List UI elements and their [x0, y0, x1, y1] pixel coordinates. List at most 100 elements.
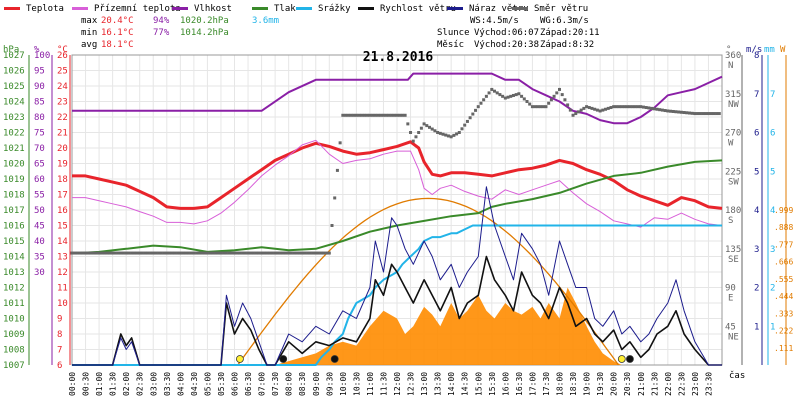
wind-direction-point [243, 251, 247, 255]
wind-direction-point [620, 105, 624, 109]
wind-direction-point [270, 251, 274, 255]
wind-direction-point [479, 101, 483, 105]
sun-moon-marker [330, 355, 339, 363]
x-tick-label: 00:30 [82, 372, 91, 396]
wind-direction-point [517, 92, 521, 96]
stats-max-label: max [81, 16, 98, 26]
wind-direction-point [249, 251, 253, 255]
radiation-tick-label: .999 [774, 206, 793, 215]
wind-direction-point [287, 251, 291, 255]
wind-direction-point [241, 251, 245, 255]
temperature-tick-label: 12 [57, 268, 68, 278]
wind-direction-point [303, 251, 307, 255]
wind-direction-point [558, 87, 561, 91]
wind-direction-point [289, 251, 293, 255]
wind-direction-point [132, 251, 136, 255]
wind-direction-point [84, 251, 88, 255]
x-tick-label: 13:30 [434, 372, 443, 396]
wind-direction-point [593, 107, 597, 111]
temperature-tick-label: 25 [57, 67, 68, 77]
wind-direction-point [617, 105, 621, 109]
wind-direction-point [89, 251, 93, 255]
wind-direction-point [224, 251, 228, 255]
wind-direction-point [86, 251, 90, 255]
wind-direction-point [390, 113, 394, 117]
radiation-tick-label: .444 [774, 292, 793, 301]
humidity-tick-label: 90 [34, 82, 45, 92]
wind-direction-point [365, 113, 369, 117]
wind-direction-point [425, 124, 429, 128]
x-tick-label: 18:30 [569, 372, 578, 396]
direction-compass-label: S [728, 216, 733, 226]
wind-direction-point [335, 168, 339, 172]
stats-avg-temp: 18.1°C [101, 40, 134, 50]
pressure-tick-label: 1027 [3, 51, 25, 61]
x-tick-label: 21:30 [650, 372, 659, 396]
wind-direction-point [647, 106, 651, 110]
wind-direction-point [514, 93, 518, 97]
wind-direction-point [455, 132, 459, 136]
wind-direction-point [590, 106, 594, 110]
x-tick-label: 23:00 [691, 372, 700, 396]
legend-swatch [447, 7, 463, 10]
x-tick-label: 15:00 [474, 372, 483, 396]
wind-direction-point [214, 251, 218, 255]
pressure-tick-label: 1011 [3, 299, 25, 309]
wind-direction-point [463, 123, 467, 127]
wind-direction-point [709, 112, 713, 116]
radiation-tick-label: .222 [774, 327, 793, 336]
x-tick-label: 01:30 [109, 372, 118, 396]
pressure-tick-label: 1016 [3, 222, 25, 232]
wind-direction-point [446, 134, 450, 138]
wind-direction-point [73, 251, 77, 255]
temperature-tick-label: 18 [57, 175, 68, 185]
x-tick-label: 10:30 [352, 372, 361, 396]
humidity-axis-unit: % [34, 45, 40, 55]
wind-direction-point [449, 135, 453, 139]
humidity-tick-label: 45 [34, 222, 45, 232]
stats-avg-label: avg [81, 40, 97, 50]
pressure-tick-label: 1020 [3, 160, 25, 170]
wind-direction-point [690, 111, 694, 115]
stats-max-rain: 3.6mm [252, 16, 279, 26]
wind-direction-point [633, 105, 637, 109]
pressure-tick-label: 1014 [3, 253, 25, 263]
wind-direction-point [522, 97, 526, 101]
wind-direction-point [149, 251, 153, 255]
temperature-tick-label: 6 [57, 361, 62, 371]
wind-direction-point [625, 105, 629, 109]
wind-direction-point [273, 251, 277, 255]
direction-axis-unit: ° [726, 45, 731, 55]
wind-direction-point [693, 112, 697, 116]
legend-label: Přízemní teplota [94, 4, 181, 14]
stats-block: max 20.4°C 94% 1020.2hPa 3.6mm min 16.1°… [81, 16, 279, 50]
series-line [71, 159, 723, 255]
wind-direction-point [173, 251, 177, 255]
wind-direction-point [460, 127, 464, 131]
wind-direction-point [674, 110, 678, 114]
wind-direction-point [168, 251, 171, 255]
wind-direction-point [105, 251, 109, 255]
stats-max-press: 1020.2hPa [180, 16, 229, 26]
moonset-info: Západ:8:32 [540, 40, 594, 50]
wind-direction-point [433, 129, 437, 133]
wind-direction-point [490, 87, 494, 91]
temperature-tick-label: 20 [57, 144, 68, 154]
x-tick-label: 05:00 [203, 372, 212, 396]
wind-direction-point [671, 109, 675, 113]
pressure-tick-label: 1021 [3, 144, 25, 154]
rain-tick-label: 7 [770, 90, 775, 100]
wind-direction-point [641, 105, 645, 109]
wind-direction-point [154, 251, 158, 255]
x-tick-label: 15:30 [488, 372, 497, 396]
humidity-tick-label: 50 [34, 206, 45, 216]
temperature-tick-label: 9 [57, 315, 62, 325]
wind-direction-point [311, 251, 315, 255]
wind-direction-point [333, 196, 337, 200]
stats-min-hum: 77% [153, 28, 170, 38]
sunrise-info: Východ:06:07 [474, 28, 539, 38]
wind-direction-point [381, 113, 385, 117]
pressure-axis-unit: hPa [3, 45, 19, 55]
wind-direction-point [130, 251, 134, 255]
wind-direction-point [119, 251, 123, 255]
